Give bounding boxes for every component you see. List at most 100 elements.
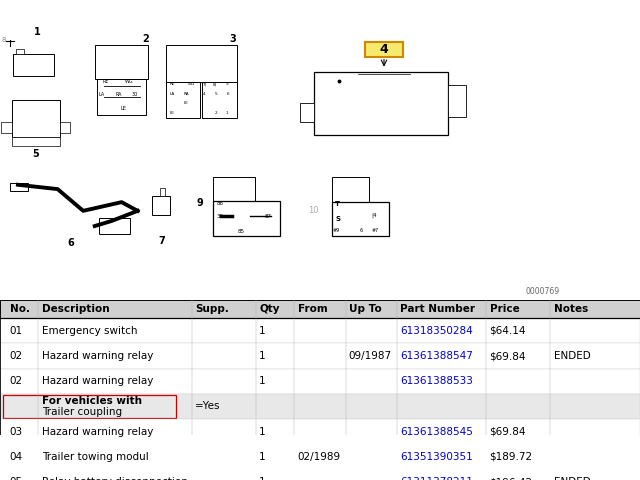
Text: Price: Price — [490, 304, 519, 314]
Bar — [0, 0, 640, 296]
Text: 86: 86 — [217, 202, 224, 206]
Text: T: T — [335, 201, 340, 207]
Bar — [3, 395, 176, 418]
Bar — [0, 419, 640, 444]
Text: 7|: 7| — [203, 83, 207, 86]
Bar — [3, 445, 176, 468]
Text: 03: 03 — [10, 427, 23, 437]
Text: LA: LA — [99, 92, 105, 97]
Text: 2: 2 — [214, 111, 217, 115]
Bar — [332, 177, 369, 202]
Bar — [166, 45, 237, 82]
Text: LA: LA — [170, 92, 175, 96]
Bar — [213, 201, 280, 236]
Bar — [97, 79, 146, 115]
Text: Description: Description — [42, 304, 109, 314]
Text: #7: #7 — [371, 228, 378, 233]
Text: 4: 4 — [203, 92, 205, 96]
Bar — [166, 82, 200, 118]
Text: Supp.: Supp. — [195, 304, 229, 314]
Text: #9: #9 — [333, 228, 340, 233]
Text: Hazard warning relay: Hazard warning relay — [42, 427, 153, 437]
Text: 9: 9 — [226, 83, 228, 86]
Text: $189.72: $189.72 — [490, 452, 532, 462]
Text: 61361388547: 61361388547 — [400, 351, 473, 361]
Text: 09/1987: 09/1987 — [349, 351, 392, 361]
Text: 61318350284: 61318350284 — [400, 326, 473, 336]
Text: 61361388533: 61361388533 — [400, 376, 473, 386]
Bar — [332, 202, 389, 236]
Bar — [0, 300, 640, 318]
Text: ENDED: ENDED — [554, 477, 590, 480]
Text: 87: 87 — [264, 214, 271, 218]
Text: ENDED: ENDED — [554, 351, 590, 361]
Text: 9: 9 — [196, 198, 203, 208]
Text: 30: 30 — [217, 214, 224, 218]
Bar — [13, 54, 54, 76]
Text: 02/1989: 02/1989 — [298, 452, 340, 462]
Text: RE: RE — [170, 83, 175, 86]
Text: No.: No. — [10, 304, 29, 314]
Text: 2: 2 — [142, 35, 149, 44]
Text: S: S — [335, 216, 340, 222]
Text: 02: 02 — [10, 351, 23, 361]
Text: 05: 05 — [10, 477, 23, 480]
Text: Trailer coupling: Trailer coupling — [42, 407, 122, 417]
Text: 6: 6 — [227, 92, 230, 96]
Bar — [202, 82, 237, 118]
Text: From: From — [298, 304, 327, 314]
Bar — [0, 369, 640, 394]
Text: 10: 10 — [308, 206, 319, 216]
Text: 01: 01 — [10, 326, 23, 336]
Text: 1: 1 — [259, 477, 266, 480]
Text: $69.84: $69.84 — [490, 427, 526, 437]
Text: 8|: 8| — [213, 83, 217, 86]
Text: 85: 85 — [238, 229, 244, 234]
Text: 0000769: 0000769 — [526, 287, 560, 296]
Text: $64.14: $64.14 — [490, 326, 526, 336]
Text: $196.42: $196.42 — [490, 477, 532, 480]
Bar — [0, 469, 640, 480]
Text: 6: 6 — [360, 228, 363, 233]
Text: 5: 5 — [214, 92, 217, 96]
Bar — [12, 137, 60, 146]
Bar — [95, 45, 148, 79]
Bar — [0, 343, 640, 369]
Bar — [300, 104, 314, 122]
Bar — [99, 218, 130, 234]
Text: 3: 3 — [230, 35, 237, 44]
Text: 1: 1 — [259, 326, 266, 336]
Text: LE: LE — [120, 106, 127, 111]
Text: 1: 1 — [259, 351, 266, 361]
Text: 61311378211: 61311378211 — [400, 477, 473, 480]
Text: 1: 1 — [226, 111, 228, 115]
Text: 7: 7 — [158, 236, 164, 246]
Text: Trailer towing modul: Trailer towing modul — [42, 452, 148, 462]
Text: 04: 04 — [10, 452, 23, 462]
Bar — [160, 188, 165, 196]
Bar — [314, 72, 448, 135]
Text: 8: 8 — [2, 37, 6, 43]
Text: Emergency switch: Emergency switch — [42, 326, 137, 336]
Text: Relay battery disconnection: Relay battery disconnection — [42, 477, 188, 480]
Bar — [0, 318, 640, 343]
Text: Hazard warning relay: Hazard warning relay — [42, 376, 153, 386]
Text: 4: 4 — [380, 43, 388, 56]
Bar — [16, 49, 24, 54]
Text: WG: WG — [188, 83, 195, 86]
Text: RE: RE — [102, 79, 109, 84]
Text: Qty: Qty — [259, 304, 280, 314]
Text: 61351390351: 61351390351 — [400, 452, 473, 462]
Text: 1: 1 — [259, 452, 266, 462]
Text: LE: LE — [170, 111, 175, 115]
Bar — [60, 122, 70, 132]
Text: RA: RA — [115, 92, 122, 97]
Text: =Yes: =Yes — [195, 401, 221, 411]
Bar — [1, 122, 12, 132]
Bar — [0, 394, 640, 419]
Bar — [12, 100, 60, 137]
Text: 1: 1 — [259, 427, 266, 437]
Text: Part Number: Part Number — [400, 304, 475, 314]
Text: Notes: Notes — [554, 304, 588, 314]
FancyBboxPatch shape — [365, 42, 403, 58]
